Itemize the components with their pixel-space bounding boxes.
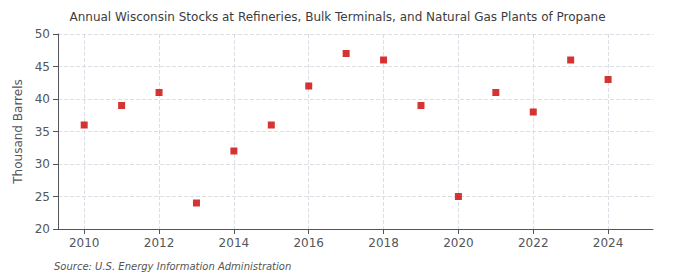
svg-text:45: 45 — [35, 60, 50, 74]
svg-text:35: 35 — [35, 125, 50, 139]
svg-text:Thousand Barrels: Thousand Barrels — [11, 79, 25, 184]
svg-text:2018: 2018 — [368, 236, 399, 250]
svg-text:2024: 2024 — [593, 236, 624, 250]
svg-text:2020: 2020 — [443, 236, 474, 250]
svg-text:Annual Wisconsin Stocks at Ref: Annual Wisconsin Stocks at Refineries, B… — [69, 10, 605, 24]
svg-text:25: 25 — [35, 190, 50, 204]
svg-text:40: 40 — [35, 92, 50, 106]
svg-text:20: 20 — [35, 222, 50, 236]
svg-text:Source: U.S. Energy Informatio: Source: U.S. Energy Information Administ… — [54, 261, 291, 272]
svg-text:30: 30 — [35, 157, 50, 171]
svg-text:2016: 2016 — [293, 236, 324, 250]
svg-text:2014: 2014 — [219, 236, 250, 250]
svg-text:2010: 2010 — [69, 236, 100, 250]
svg-text:2022: 2022 — [518, 236, 549, 250]
svg-text:2012: 2012 — [144, 236, 175, 250]
svg-text:50: 50 — [35, 27, 50, 41]
